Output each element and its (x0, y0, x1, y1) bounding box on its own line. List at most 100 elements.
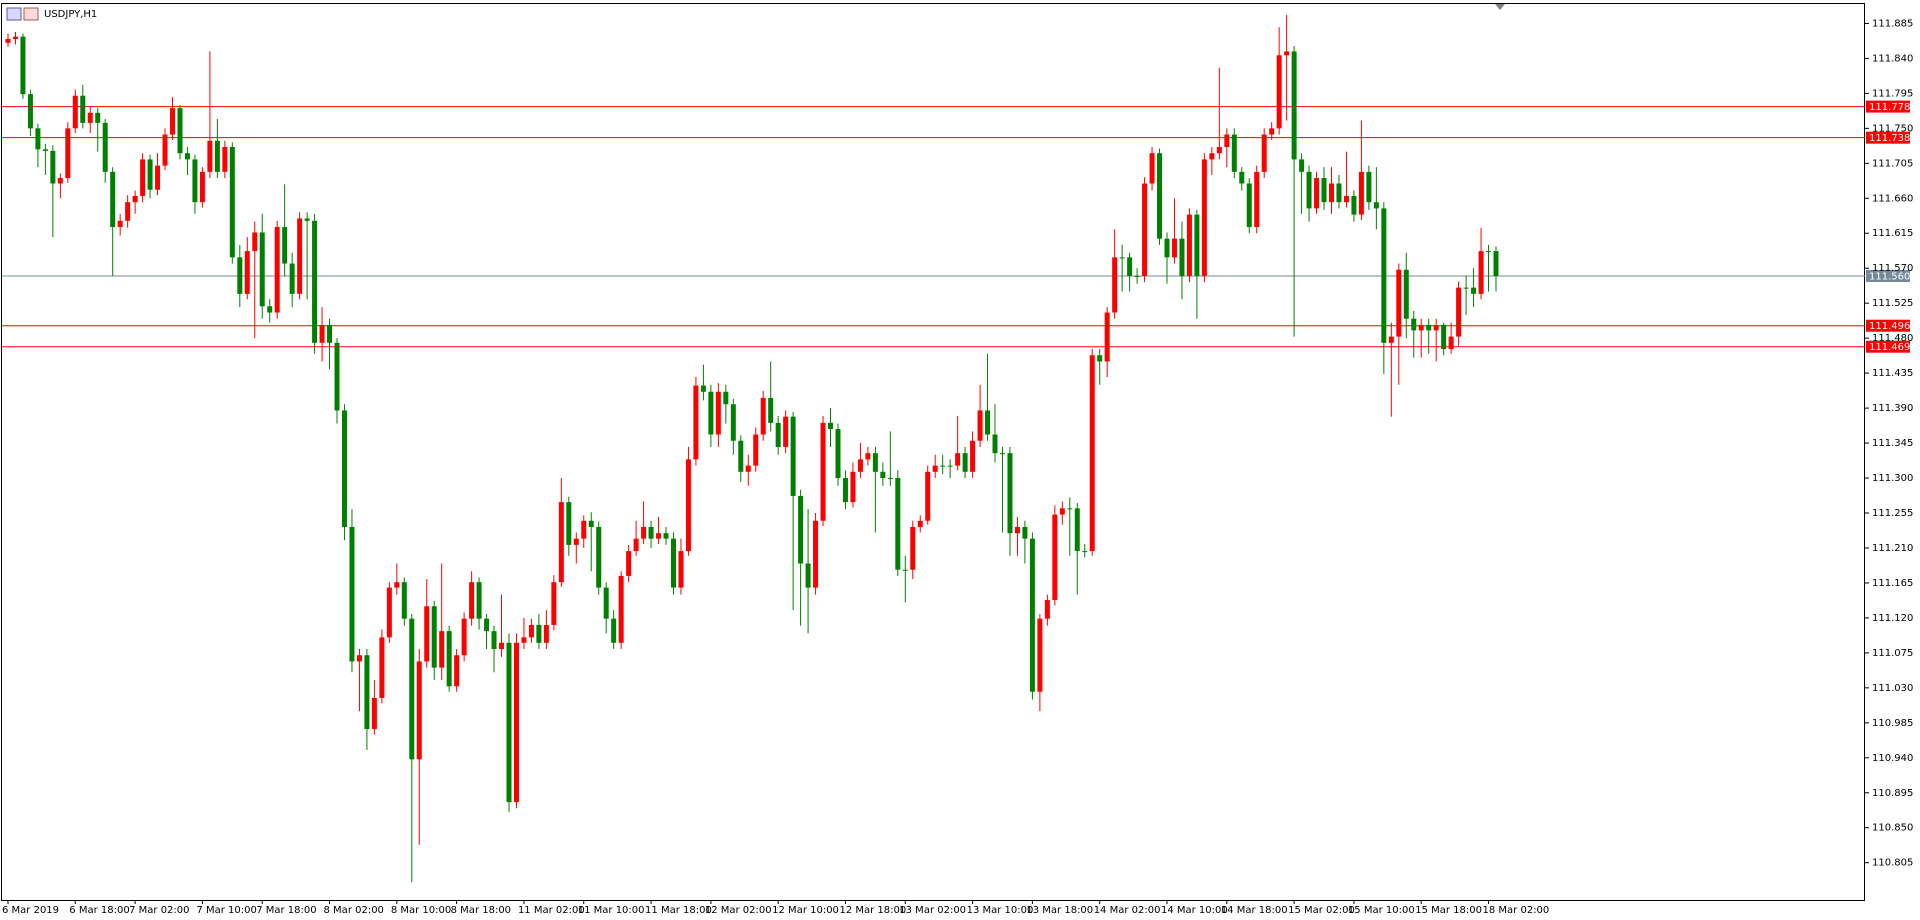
candle-body (1403, 269, 1409, 319)
y-tick-label: 111.840 (1872, 53, 1913, 64)
candle-body (1239, 171, 1245, 184)
candle-body (588, 520, 594, 527)
candle-body (147, 159, 153, 190)
candle-body (1478, 251, 1484, 294)
candle-body (1418, 324, 1424, 331)
candle-body (1216, 146, 1222, 154)
candle-body (416, 661, 422, 760)
candle-body (1314, 178, 1320, 209)
candle-body (917, 520, 923, 527)
candle-body (1306, 171, 1312, 209)
candle-body (656, 533, 662, 539)
candle-body (641, 526, 647, 539)
candle-body (282, 227, 288, 264)
candle-body (745, 465, 751, 472)
candle-body (102, 122, 108, 172)
candle-body (207, 140, 213, 172)
candle-body (1082, 551, 1088, 553)
candle-body (1037, 618, 1043, 692)
candle-body (1112, 257, 1118, 313)
candle-body (446, 631, 452, 687)
candle-body (20, 36, 26, 95)
y-tick-label: 111.345 (1872, 438, 1913, 449)
candle-body (349, 526, 355, 662)
candle-body (1044, 600, 1050, 619)
candle-body (341, 410, 347, 527)
candle-body (5, 38, 11, 43)
candle-body (1254, 171, 1260, 228)
candle-body (461, 618, 467, 656)
candle-body (790, 416, 796, 496)
level-label: 111.560 (1869, 271, 1910, 282)
candle-body (1351, 195, 1357, 215)
y-tick-label: 110.985 (1872, 718, 1913, 729)
candle-body (1321, 178, 1327, 203)
candle-body (439, 631, 445, 668)
y-tick-label: 111.705 (1872, 158, 1913, 169)
candle-body (50, 150, 56, 184)
y-tick-label: 111.795 (1872, 88, 1913, 99)
candle-body (424, 606, 430, 662)
candle-body (715, 391, 721, 435)
candle-body (1411, 318, 1417, 331)
candle-body (872, 453, 878, 472)
candle-body (1276, 55, 1282, 129)
candle-body (1433, 324, 1439, 331)
candle-body (80, 95, 86, 123)
x-tick-label: 18 Mar 02:00 (1483, 905, 1550, 916)
candle-body (117, 220, 123, 228)
x-tick-label: 13 Mar 10:00 (967, 905, 1034, 916)
candle-body (65, 128, 71, 179)
candle-body (678, 551, 684, 588)
candle-body (723, 391, 729, 405)
candle-body (753, 434, 759, 466)
candle-body (693, 385, 699, 460)
candle-body (708, 391, 714, 435)
candle-body (499, 642, 505, 649)
candle-body (528, 624, 534, 638)
candle-body (685, 459, 691, 552)
candle-body (1157, 153, 1163, 239)
y-tick-label: 111.120 (1872, 613, 1913, 624)
candle-body (850, 471, 856, 503)
candle-body (1336, 183, 1342, 203)
candle-body (730, 404, 736, 441)
candle-body (820, 422, 826, 521)
candle-body (1381, 208, 1387, 343)
y-tick-label: 110.895 (1872, 788, 1913, 799)
candle-body (1493, 251, 1499, 276)
candle-body (1269, 128, 1275, 135)
candle-body (356, 655, 362, 662)
candle-body (222, 146, 228, 172)
candle-body (543, 624, 549, 643)
candle-body (947, 465, 953, 467)
level-label: 111.469 (1869, 342, 1910, 353)
x-tick-label: 7 Mar 10:00 (196, 905, 256, 916)
candle-body (626, 551, 632, 576)
candle-body (940, 465, 946, 467)
candle-body (1366, 171, 1372, 203)
candle-body (1089, 355, 1095, 552)
y-tick-label: 111.885 (1872, 18, 1913, 29)
candle-body (476, 582, 482, 619)
candle-body (1471, 287, 1477, 294)
candle-body (842, 478, 848, 503)
candle-body (237, 257, 243, 294)
candle-body (670, 538, 676, 588)
candle-body (999, 453, 1005, 455)
candle-body (1426, 324, 1432, 331)
candle-body (244, 251, 250, 294)
candle-body (1448, 336, 1454, 350)
y-tick-label: 111.480 (1872, 333, 1913, 344)
candle-body (469, 582, 475, 619)
candle-body (1388, 336, 1394, 343)
candle-body (1291, 51, 1297, 160)
candle-body (895, 478, 901, 570)
candle-body (140, 159, 146, 196)
candle-body (513, 642, 519, 803)
x-tick-label: 14 Mar 18:00 (1221, 905, 1288, 916)
candle-body (775, 422, 781, 447)
candle-body (1201, 159, 1207, 276)
candle-body (177, 108, 183, 154)
